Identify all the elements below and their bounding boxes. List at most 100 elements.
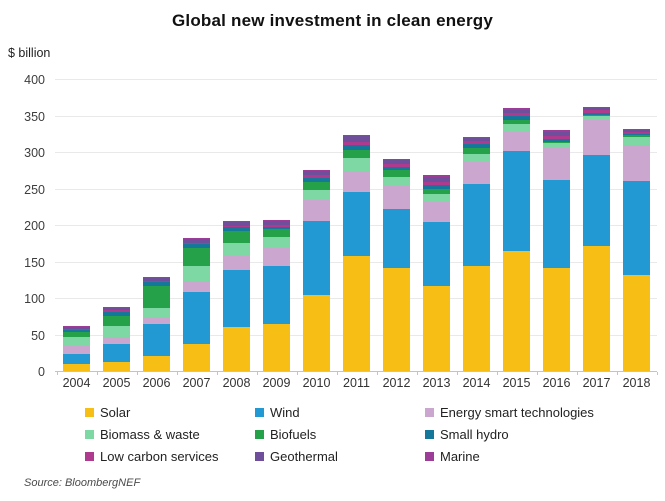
legend-swatch-icon: [425, 452, 434, 461]
bar-segment-solar-2009: [263, 324, 290, 371]
stacked-bar-2013: [423, 174, 450, 371]
legend-swatch-icon: [85, 430, 94, 439]
bar-segment-energy-smart-technologies-2006: [143, 317, 170, 324]
bar-segment-solar-2004: [63, 364, 90, 371]
bar-segment-biofuels-2012: [383, 170, 410, 177]
y-axis-tick-50: 50: [31, 328, 45, 343]
y-axis-tick-350: 350: [24, 109, 45, 124]
bar-segment-small-hydro-2008: [223, 227, 250, 231]
x-axis-tick: [256, 372, 258, 375]
bar-segment-marine-2008: [223, 221, 250, 223]
x-axis-tick: [336, 372, 338, 375]
bar-segment-small-hydro-2017: [583, 112, 610, 115]
y-axis-tick-100: 100: [24, 292, 45, 306]
stacked-bar-2015: [503, 108, 530, 371]
x-axis-label-2016: 2016: [542, 376, 571, 390]
bar-segment-low-carbon-services-2012: [383, 164, 410, 167]
stacked-bar-2006: [143, 276, 170, 371]
bar-segment-energy-smart-technologies-2012: [383, 186, 410, 209]
bar-segment-small-hydro-2012: [383, 166, 410, 171]
stacked-bar-2010: [303, 169, 330, 371]
bar-segment-biofuels-2013: [423, 188, 450, 195]
x-axis-tick: [656, 372, 658, 375]
bar-segment-solar-2017: [583, 246, 610, 371]
bar-segment-low-carbon-services-2015: [503, 113, 530, 117]
x-axis-label-2012: 2012: [382, 376, 411, 390]
bar-segment-biomass-waste-2005: [103, 325, 130, 337]
bar-segment-low-carbon-services-2008: [223, 225, 250, 228]
bar-segment-energy-smart-technologies-2007: [183, 280, 210, 293]
bar-segment-marine-2012: [383, 158, 410, 161]
bar-segment-wind-2008: [223, 270, 250, 328]
legend-item-biomass-waste: Biomass & waste: [85, 427, 255, 442]
bar-segment-marine-2017: [583, 106, 610, 109]
x-axis-tick: [576, 372, 578, 375]
bar-segment-small-hydro-2018: [623, 133, 650, 136]
bar-segment-marine-2013: [423, 174, 450, 177]
bar-segment-solar-2018: [623, 274, 650, 371]
bar-segment-biofuels-2004: [63, 332, 90, 337]
bar-segment-biofuels-2017: [583, 114, 610, 117]
bar-segment-geothermal-2015: [503, 109, 530, 114]
legend-item-geothermal: Geothermal: [255, 449, 425, 464]
bar-segment-energy-smart-technologies-2005: [103, 336, 130, 344]
bar-segment-energy-smart-technologies-2017: [583, 119, 610, 155]
bar-segment-wind-2018: [623, 181, 650, 275]
bar-segment-wind-2016: [543, 180, 570, 269]
y-axis-tick-300: 300: [24, 146, 45, 160]
bar-segment-biomass-waste-2010: [303, 190, 330, 201]
bar-segment-biofuels-2005: [103, 315, 130, 326]
bar-segment-low-carbon-services-2018: [623, 131, 650, 134]
bar-segment-geothermal-2006: [143, 277, 170, 281]
bar-segment-biofuels-2010: [303, 181, 330, 190]
bar-segment-solar-2005: [103, 362, 130, 371]
x-axis-label-2014: 2014: [462, 376, 491, 390]
bar-segment-wind-2005: [103, 344, 130, 363]
bar-segment-biomass-waste-2009: [263, 237, 290, 248]
bar-segment-biomass-waste-2008: [223, 242, 250, 256]
bar-segment-energy-smart-technologies-2010: [303, 200, 330, 222]
bar-segment-low-carbon-services-2017: [583, 109, 610, 113]
legend-swatch-icon: [85, 452, 94, 461]
x-axis-tick: [136, 372, 138, 375]
bar-segment-wind-2006: [143, 323, 170, 356]
legend-item-wind: Wind: [255, 405, 425, 420]
y-axis-tick-400: 400: [24, 73, 45, 87]
x-axis-tick: [296, 372, 298, 375]
legend-label: Small hydro: [440, 427, 509, 442]
chart-title: Global new investment in clean energy: [171, 11, 494, 30]
bar-segment-marine-2015: [503, 108, 530, 110]
bar-segment-biomass-waste-2007: [183, 265, 210, 281]
legend-swatch-icon: [85, 408, 94, 417]
bar-segment-marine-2016: [543, 130, 570, 132]
stacked-bar-2016: [543, 130, 570, 371]
bar-segment-marine-2005: [103, 306, 130, 308]
bar-segment-low-carbon-services-2009: [263, 225, 290, 227]
bar-segment-low-carbon-services-2013: [423, 182, 450, 185]
bar-segment-biofuels-2006: [143, 285, 170, 309]
bar-segment-small-hydro-2016: [543, 138, 570, 142]
bar-segment-solar-2007: [183, 344, 210, 371]
legend-item-low-carbon-services: Low carbon services: [85, 449, 255, 464]
bar-segment-marine-2009: [263, 219, 290, 221]
bar-segment-marine-2004: [63, 325, 90, 327]
x-axis-label-2009: 2009: [262, 376, 291, 390]
y-axis-tick-200: 200: [24, 219, 45, 233]
source-credit: Source: BloombergNEF: [24, 477, 141, 489]
stacked-bar-2005: [103, 306, 130, 371]
legend-swatch-icon: [425, 430, 434, 439]
bar-segment-biofuels-2016: [543, 141, 570, 144]
bar-segment-biofuels-2008: [223, 230, 250, 243]
bar-segment-biomass-waste-2018: [623, 137, 650, 145]
legend-label: Solar: [100, 405, 131, 420]
bar-segment-small-hydro-2011: [343, 144, 370, 150]
bar-segment-wind-2009: [263, 265, 290, 325]
stacked-bar-2018: [623, 128, 650, 371]
stacked-bar-2007: [183, 238, 210, 371]
bar-segment-geothermal-2018: [623, 130, 650, 132]
bar-segment-geothermal-2016: [543, 131, 570, 136]
bar-segment-energy-smart-technologies-2008: [223, 255, 250, 271]
stacked-bar-2011: [343, 134, 370, 371]
bar-segment-solar-2008: [223, 327, 250, 371]
y-axis-tick-250: 250: [24, 182, 45, 197]
